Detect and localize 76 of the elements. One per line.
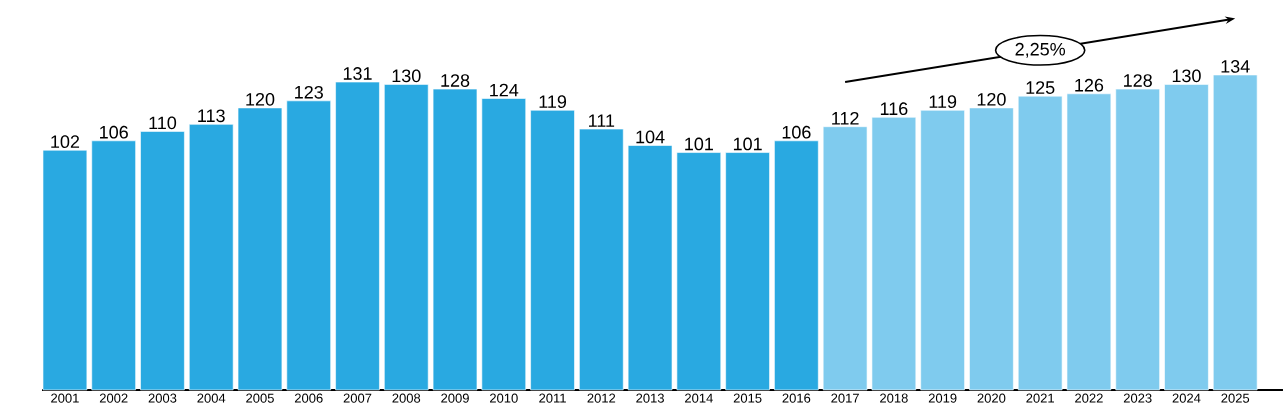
data-label: 128 bbox=[1124, 74, 1152, 87]
x-tick-label: 2005 bbox=[246, 393, 274, 403]
x-tick-label: 2025 bbox=[1221, 393, 1250, 403]
data-label: 134 bbox=[1221, 60, 1250, 73]
data-label: 112 bbox=[832, 111, 859, 125]
bar bbox=[481, 98, 527, 391]
data-label: 128 bbox=[441, 74, 470, 87]
data-label: 104 bbox=[636, 130, 665, 144]
data-label: 116 bbox=[880, 102, 908, 116]
legend-label: 2,25% bbox=[1015, 42, 1066, 58]
x-tick-label: 2004 bbox=[197, 393, 226, 403]
data-label: 113 bbox=[198, 109, 225, 123]
bar bbox=[335, 81, 380, 391]
data-label: 106 bbox=[782, 125, 811, 139]
bar bbox=[1164, 84, 1209, 391]
x-tick-label: 2015 bbox=[733, 393, 762, 403]
bar bbox=[969, 107, 1014, 391]
x-tick-label: 2011 bbox=[539, 393, 566, 403]
data-label: 120 bbox=[246, 92, 275, 106]
data-label: 130 bbox=[392, 69, 421, 83]
data-label: 120 bbox=[977, 92, 1006, 106]
x-tick-label: 2024 bbox=[1172, 393, 1201, 403]
x-tick-label: 2010 bbox=[489, 393, 518, 403]
bar bbox=[237, 107, 283, 391]
bar bbox=[42, 149, 88, 391]
bar bbox=[530, 109, 575, 391]
x-tick-label: 2009 bbox=[441, 393, 469, 403]
x-tick-label: 2016 bbox=[782, 393, 811, 403]
bar bbox=[871, 117, 917, 391]
x-tick-label: 2001 bbox=[51, 393, 79, 403]
data-label: 102 bbox=[51, 135, 80, 148]
data-label: 101 bbox=[685, 137, 713, 151]
bar bbox=[627, 145, 673, 391]
data-label: 101 bbox=[733, 137, 762, 151]
bar bbox=[188, 124, 234, 391]
x-tick-label: 2006 bbox=[294, 393, 323, 403]
data-label: 131 bbox=[343, 67, 372, 80]
x-tick-label: 2021 bbox=[1026, 393, 1054, 403]
bar bbox=[432, 88, 478, 391]
x-tick-label: 2013 bbox=[636, 393, 664, 403]
bar bbox=[1212, 74, 1258, 391]
x-tick-label: 2019 bbox=[928, 393, 957, 403]
bar bbox=[676, 152, 722, 391]
bar bbox=[920, 109, 965, 391]
bar bbox=[822, 126, 868, 391]
x-tick-label: 2023 bbox=[1123, 393, 1152, 403]
x-tick-label: 2002 bbox=[99, 393, 128, 403]
bar bbox=[1066, 93, 1112, 391]
x-tick-label: 2022 bbox=[1075, 393, 1103, 403]
x-tick-label: 2008 bbox=[392, 393, 421, 403]
x-tick-label: 2017 bbox=[831, 393, 859, 403]
data-label: 126 bbox=[1075, 78, 1104, 92]
x-tick-label: 2018 bbox=[880, 393, 908, 403]
bar bbox=[384, 84, 429, 391]
x-tick-label: 2012 bbox=[587, 393, 616, 403]
x-tick-label: 2020 bbox=[977, 393, 1006, 403]
data-label: 110 bbox=[149, 116, 177, 130]
bar bbox=[286, 100, 331, 391]
bar bbox=[1115, 88, 1160, 391]
data-label: 124 bbox=[490, 83, 519, 97]
data-label: 119 bbox=[929, 95, 957, 109]
data-label: 123 bbox=[295, 85, 323, 99]
data-label: 106 bbox=[100, 125, 128, 139]
bar bbox=[725, 152, 770, 391]
bar bbox=[140, 131, 185, 391]
x-tick-label: 2003 bbox=[148, 393, 177, 403]
data-label: 111 bbox=[589, 114, 615, 127]
data-label: 119 bbox=[539, 95, 567, 109]
data-label: 125 bbox=[1026, 81, 1055, 94]
x-tick-label: 2007 bbox=[343, 393, 372, 403]
bar bbox=[1017, 95, 1063, 391]
bar bbox=[579, 128, 624, 391]
data-label: 130 bbox=[1172, 69, 1201, 83]
bar bbox=[91, 140, 136, 391]
bar bbox=[774, 140, 819, 391]
x-tick-label: 2014 bbox=[685, 393, 713, 403]
